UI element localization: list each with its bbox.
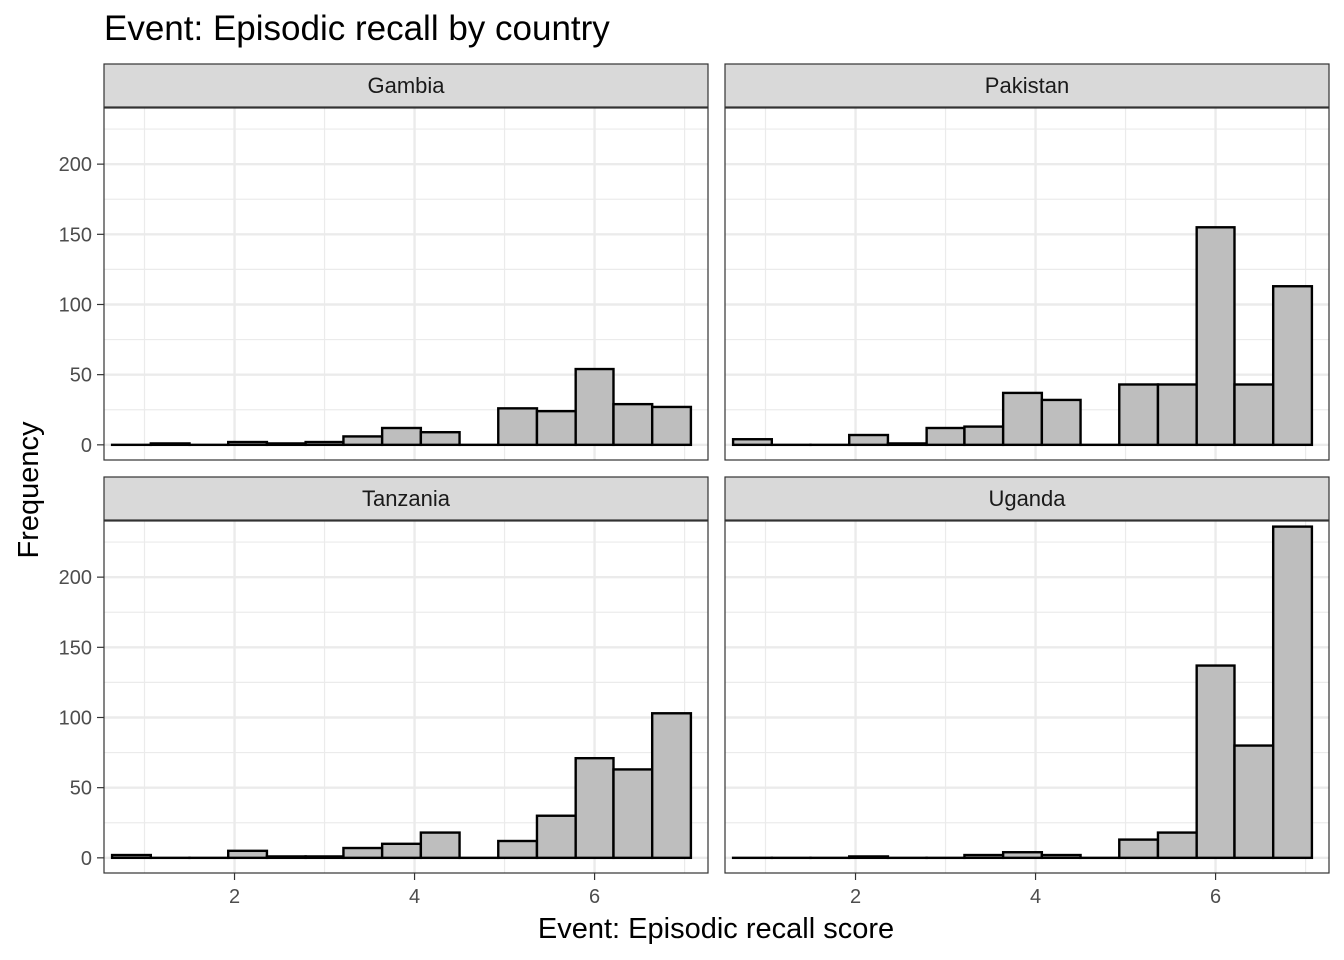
histogram-bar [380,426,423,447]
panel-border [103,520,709,874]
strip-pakistan [724,63,1330,108]
panel-tanzania: Tanzania 0 50 100 150 200 2 4 6 [59,476,709,908]
histogram-bar [227,849,269,860]
histogram-bar [848,433,890,447]
histogram-bar [110,853,153,860]
histogram-bar [650,712,693,860]
panel-border [103,107,709,461]
y-axis-title: Frequency [13,421,45,559]
y-tick-label: 100 [59,707,92,729]
y-tick-label: 0 [81,848,92,870]
histogram-bar [380,842,423,860]
y-tick-label: 100 [59,294,92,316]
histogram-bar [848,855,890,860]
histogram-bar [650,405,693,447]
y-tick-label: 150 [59,637,92,659]
histogram-bar [612,768,654,860]
histogram-bar [612,402,654,447]
x-tick-label: 6 [589,886,600,908]
strip-label-gambia: Gambia [367,73,445,98]
histogram-bar [1271,525,1314,860]
histogram-bar [963,853,1005,860]
histogram-bar [925,426,966,447]
histogram-bar [265,855,307,860]
histogram-bar [1001,391,1044,447]
histogram-bar [535,814,577,860]
x-tick-label: 6 [1210,886,1221,908]
panel-border [724,520,1330,874]
y-tick-label: 50 [70,778,92,800]
strip-label-pakistan: Pakistan [985,73,1069,98]
histogram-bar [497,407,539,447]
histogram-bar [497,839,539,860]
bars-gambia [110,367,693,447]
histogram-bar [304,440,345,447]
histogram-bar [1195,226,1236,447]
x-axis-title: Event: Episodic recall score [538,913,894,945]
histogram-bar [149,442,191,447]
histogram-bar [1233,383,1275,447]
strip-uganda [724,476,1330,521]
histogram-bar [535,409,577,447]
facet-panels: Gambia 0 50 100 150 200 Pakistan Tanzania 0 50 100… [59,63,1330,908]
panel-border [724,107,1330,461]
histogram-bar [1195,664,1236,860]
bars-tanzania [110,712,693,860]
strip-label-tanzania: Tanzania [362,486,451,511]
bars-uganda [731,525,1314,860]
strip-label-uganda: Uganda [988,486,1066,511]
histogram-bar [1040,398,1082,447]
histogram-bar [963,425,1005,447]
histogram-bar [1233,744,1275,860]
histogram-bar [1001,851,1044,860]
histogram-bar [1118,838,1160,860]
histogram-bar [419,431,461,447]
histogram-bar [886,442,928,447]
bars-pakistan [731,226,1314,447]
y-tick-label: 50 [70,365,92,387]
y-tick-label: 0 [81,435,92,457]
histogram-bar [1156,383,1198,447]
y-tick-label: 200 [59,567,92,589]
histogram-bar [342,435,384,447]
panel-uganda: Uganda 2 4 6 [724,476,1330,908]
panel-pakistan: Pakistan [724,63,1330,461]
histogram-bar [304,855,345,860]
histogram-bar [1118,383,1160,447]
histogram-bar [574,756,615,860]
chart-title: Event: Episodic recall by country [104,9,610,48]
histogram-bar [342,846,384,860]
histogram-bar [1040,853,1082,860]
strip-tanzania [103,476,709,521]
histogram-bar [419,831,461,860]
x-tick-label: 4 [409,886,420,908]
histogram-bar [574,367,615,447]
histogram-bar [265,442,307,447]
y-tick-label: 200 [59,154,92,176]
histogram-bar [731,438,774,447]
strip-gambia [103,63,709,108]
histogram-bar [1156,831,1198,860]
x-tick-label: 4 [1030,886,1041,908]
panel-gambia: Gambia 0 50 100 150 200 [59,63,709,461]
y-tick-label: 150 [59,224,92,246]
histogram-bar [227,440,269,447]
histogram-bar [1271,285,1314,447]
x-tick-label: 2 [850,886,861,908]
x-tick-label: 2 [229,886,240,908]
